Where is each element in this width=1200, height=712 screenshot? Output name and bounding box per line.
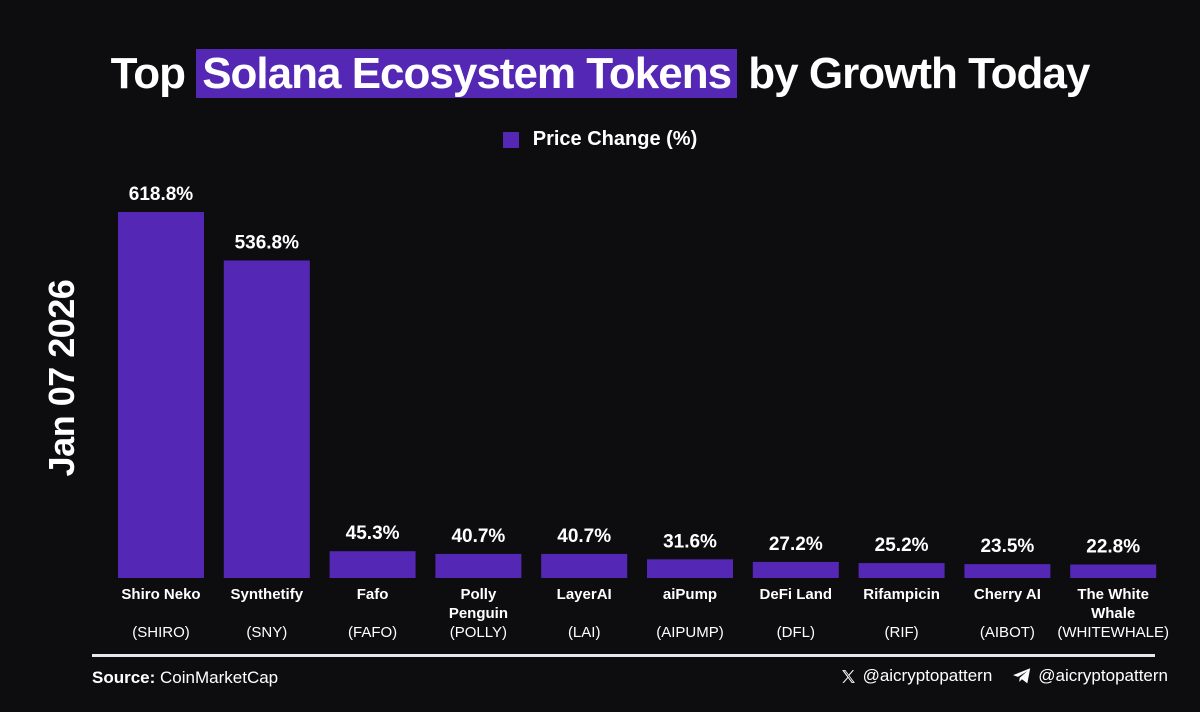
x-tick-symbol: (AIBOT): [980, 624, 1035, 641]
x-tick-label: Whale: [1091, 605, 1135, 622]
x-tick-symbol: (SHIRO): [132, 624, 190, 641]
title-highlight: Solana Ecosystem Tokens: [196, 49, 738, 98]
social-handles: @aicryptopattern @aicryptopattern: [840, 666, 1168, 686]
x-handle: @aicryptopattern: [862, 666, 993, 685]
source-value: CoinMarketCap: [160, 668, 279, 687]
x-tick-label: Polly: [460, 586, 497, 603]
x-tick-label: DeFi Land: [760, 586, 833, 603]
x-tick-symbol: (WHITEWHALE): [1057, 624, 1169, 641]
title-suffix: by Growth Today: [748, 49, 1090, 98]
bar: [647, 559, 733, 578]
bar-value-label: 618.8%: [129, 184, 194, 205]
bar: [223, 260, 310, 578]
bar: [435, 553, 522, 578]
bar: [858, 563, 945, 578]
bar-value-label: 25.2%: [875, 535, 929, 556]
source-label: Source:: [92, 668, 156, 687]
legend-swatch: [502, 131, 519, 148]
bar: [541, 553, 628, 578]
x-tick-label: Shiro Neko: [121, 586, 200, 603]
x-tick-label: aiPump: [663, 586, 717, 603]
bar-value-label: 536.8%: [235, 233, 300, 254]
bar-value-label: 22.8%: [1086, 537, 1140, 558]
x-tick-symbol: (SNY): [246, 624, 287, 641]
bar-value-label: 23.5%: [980, 536, 1034, 557]
x-tick-symbol: (FAFO): [348, 624, 397, 641]
x-tick-symbol: (DFL): [777, 624, 815, 641]
source-credit: Source: CoinMarketCap: [92, 668, 278, 688]
bar: [118, 212, 204, 578]
bar: [964, 564, 1051, 578]
x-icon: [841, 669, 855, 683]
telegram-handle: @aicryptopattern: [1038, 666, 1168, 685]
bar-value-label: 27.2%: [769, 534, 823, 555]
x-tick-symbol: (AIPUMP): [656, 624, 724, 641]
social-x[interactable]: @aicryptopattern: [840, 666, 993, 686]
x-tick-label: Fafo: [357, 586, 389, 603]
bar: [752, 561, 839, 578]
bar-value-label: 40.7%: [557, 526, 611, 547]
bar-value-label: 40.7%: [451, 526, 505, 547]
social-telegram[interactable]: @aicryptopattern: [1012, 666, 1168, 686]
telegram-icon: [1013, 668, 1031, 684]
x-tick-label: Rifampicin: [863, 586, 940, 603]
title-prefix: Top: [110, 49, 186, 98]
chart-title: Top Solana Ecosystem Tokens by Growth To…: [0, 44, 1200, 104]
bar-value-label: 31.6%: [663, 531, 717, 552]
bar: [1070, 564, 1157, 578]
x-tick-symbol: (LAI): [568, 624, 601, 641]
x-tick-label: Cherry AI: [974, 586, 1041, 603]
footer-divider: [92, 654, 1155, 657]
x-tick-label: Penguin: [449, 605, 508, 622]
bar-value-label: 45.3%: [346, 523, 400, 544]
bar: [329, 551, 416, 578]
x-tick-label: Synthetify: [231, 586, 304, 603]
chart-legend: Price Change (%): [0, 128, 1200, 151]
x-tick-symbol: (POLLY): [450, 624, 507, 641]
legend-label: Price Change (%): [532, 128, 698, 150]
x-tick-label: The White: [1077, 586, 1149, 603]
x-tick-label: LayerAI: [557, 586, 612, 603]
x-tick-symbol: (RIF): [885, 624, 919, 641]
